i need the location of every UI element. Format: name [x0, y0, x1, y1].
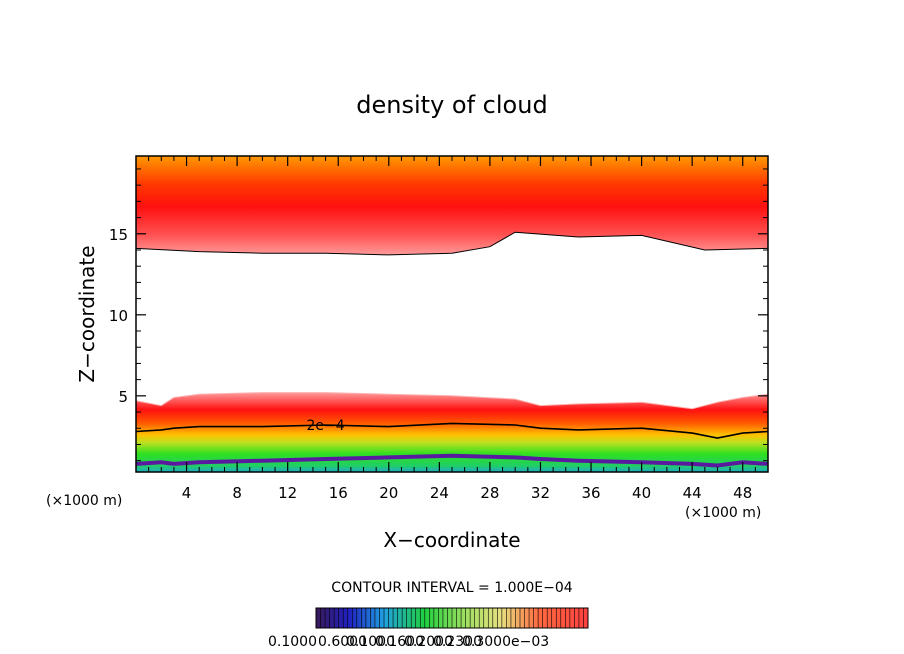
colorbar-label-4: 0.2000	[404, 634, 453, 650]
y-tick-label-10: 10	[109, 307, 128, 325]
colorbar-label-3: 0.1600	[375, 634, 424, 650]
x-unit-right: (×1000 m)	[685, 505, 761, 521]
y-axis-ticks: 5 10 15	[109, 168, 768, 462]
colorbar-label-1: 0.6000	[318, 634, 367, 650]
plot-area	[136, 156, 768, 472]
x-tick-label-20: 20	[379, 484, 398, 502]
lower-cloud-top-edge	[136, 392, 768, 410]
x-unit-left: (×1000 m)	[46, 493, 122, 509]
y-tick-label-15: 15	[109, 226, 128, 244]
colorbar-label-2: 0.1000	[346, 634, 395, 650]
x-tick-label-8: 8	[232, 484, 242, 502]
colorbar-label-0: 0.1000	[268, 634, 317, 650]
y-axis-label: Z−coordinate	[75, 245, 99, 382]
upper-cloud-base-contour	[136, 231, 768, 256]
x-tick-label-40: 40	[632, 484, 651, 502]
contour-interval-label: CONTOUR INTERVAL = 1.000E−04	[331, 580, 572, 596]
x-tick-label-28: 28	[480, 484, 499, 502]
x-tick-label-36: 36	[581, 484, 600, 502]
x-tick-label-24: 24	[430, 484, 449, 502]
x-axis-label: X−coordinate	[383, 528, 520, 552]
x-tick-label-44: 44	[683, 484, 702, 502]
x-tick-label-4: 4	[182, 484, 192, 502]
x-axis-ticks: 4 8 12 16 20 24 28 32 36 40 44 48	[148, 156, 756, 502]
colorbar-ticks	[320, 608, 584, 628]
x-tick-label-32: 32	[531, 484, 550, 502]
y-tick-label-5: 5	[118, 388, 128, 406]
x-tick-label-48: 48	[733, 484, 752, 502]
colorbar-label-5: 0.2300	[433, 634, 482, 650]
x-tick-label-16: 16	[329, 484, 348, 502]
colorbar-labels: 0.1000 0.60000.10000.16000.20000.23000.30…	[268, 634, 549, 650]
x-tick-label-12: 12	[278, 484, 297, 502]
lower-cloud-layer	[136, 392, 768, 472]
contour-label: 2e−4	[307, 418, 345, 434]
upper-cloud-layer	[136, 156, 768, 255]
contour-2e-4	[136, 422, 768, 439]
colorbar-label-6: 0.3000e−03	[462, 634, 549, 650]
chart-title: density of cloud	[356, 91, 547, 119]
